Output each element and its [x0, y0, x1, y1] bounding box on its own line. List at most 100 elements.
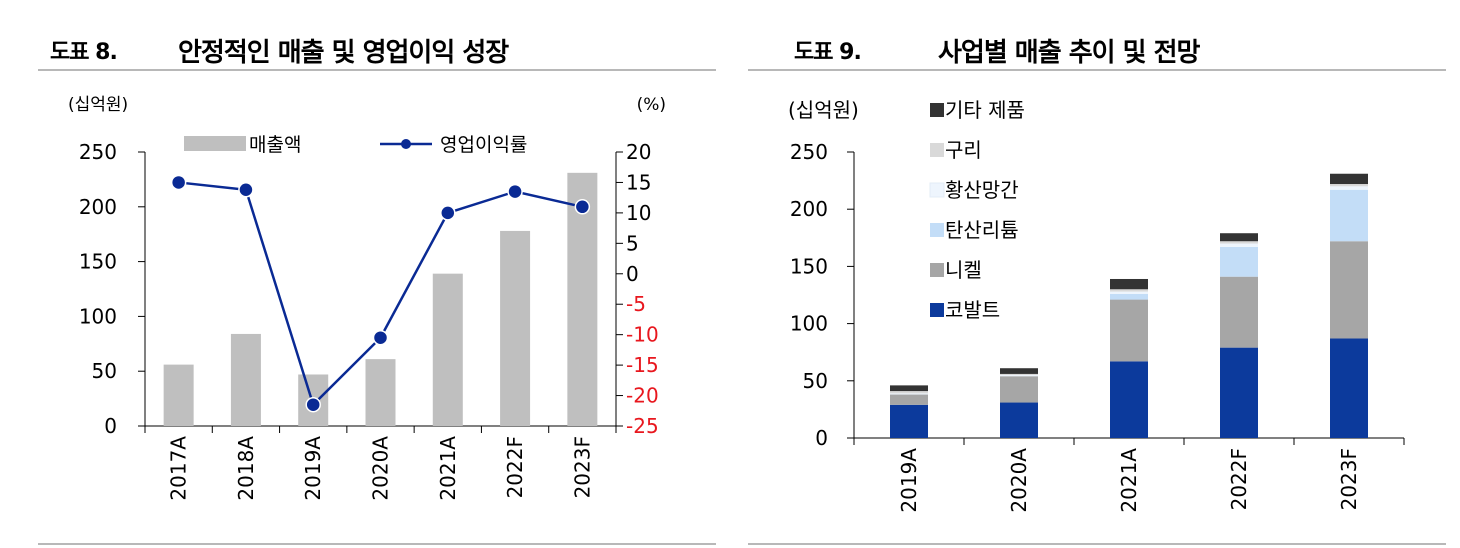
y-right-tick-label: 10 — [626, 201, 651, 225]
legend-swatch — [930, 303, 944, 317]
x-tick-label: 2019A — [301, 436, 325, 501]
segment-bar — [1220, 243, 1258, 247]
x-tick-label: 2021A — [436, 436, 460, 501]
y-left-unit: (십억원) — [68, 95, 128, 115]
margin-point — [170, 174, 187, 191]
revenue-bar — [163, 364, 194, 426]
segment-bar — [1000, 375, 1038, 377]
figure-9-bottom-rule — [748, 543, 1446, 545]
y-right-unit: (%) — [637, 95, 666, 115]
figure-8-label: 도표 8. — [50, 40, 118, 65]
x-tick-label: 2020A — [369, 436, 393, 501]
segment-bar — [1330, 338, 1368, 438]
legend-swatch — [930, 103, 944, 117]
legend-marker-margin — [401, 139, 411, 149]
margin-point — [305, 396, 321, 413]
legend-label: 니켈 — [945, 258, 982, 282]
y-left-tick-label: 50 — [92, 359, 117, 383]
y-right-tick-label: -10 — [626, 323, 659, 347]
revenue-bar — [230, 333, 261, 426]
y-right-tick-label: -25 — [626, 414, 659, 438]
segment-bar — [1000, 373, 1038, 376]
x-tick-label: 2019A — [897, 448, 921, 513]
legend-label: 기타 제품 — [945, 98, 1025, 122]
legend-label: 구리 — [945, 138, 982, 162]
y-right-tick-label: -5 — [626, 292, 646, 316]
x-tick-label: 2022F — [1227, 448, 1251, 510]
y-tick-label: 250 — [790, 140, 828, 164]
x-tick-label: 2017A — [167, 436, 191, 501]
segment-bar — [890, 404, 928, 438]
legend-label: 탄산리튬 — [945, 218, 1019, 242]
legend-label-margin: 영업이익률 — [440, 134, 527, 156]
revenue-bar — [500, 230, 531, 426]
y-tick-label: 200 — [790, 197, 828, 221]
figure-9-title: 사업별 매출 추이 및 전망 — [938, 38, 1200, 68]
figure-8-top-rule — [38, 69, 716, 71]
figure-9-top-rule — [748, 69, 1446, 71]
margin-point — [507, 183, 523, 200]
segment-bar — [890, 385, 928, 392]
legend-swatch — [930, 263, 944, 277]
y-right-tick-label: 0 — [626, 262, 639, 286]
y-tick-label: 100 — [790, 312, 828, 336]
x-tick-label: 2020A — [1007, 448, 1031, 513]
y-right-tick-label: 15 — [626, 170, 651, 194]
segment-bar — [1000, 368, 1038, 374]
y-right-tick-label: 5 — [626, 231, 639, 255]
figure-9-header: 도표 9. 사업별 매출 추이 및 전망 — [780, 30, 1450, 70]
y-tick-label: 150 — [790, 254, 828, 278]
x-tick-label: 2021A — [1117, 448, 1141, 513]
y-unit: (십억원) — [788, 98, 859, 122]
revenue-bar — [365, 359, 396, 426]
segment-bar — [1330, 241, 1368, 339]
segment-bar — [1220, 276, 1258, 348]
margin-point — [372, 329, 389, 346]
figure-8-title: 안정적인 매출 및 영업이익 성장 — [178, 38, 509, 68]
y-left-tick-label: 200 — [79, 195, 117, 219]
revenue-bar — [567, 172, 598, 426]
legend-swatch — [930, 143, 944, 157]
segment-bar — [1220, 233, 1258, 242]
legend-label: 황산망간 — [945, 178, 1019, 202]
y-right-tick-label: -15 — [626, 353, 659, 377]
segment-bar — [1330, 186, 1368, 190]
segment-bar — [890, 393, 928, 395]
y-left-tick-label: 100 — [79, 304, 117, 328]
figure-8-panel: 도표 8. 안정적인 매출 및 영업이익 성장 (십억원) (%) 매출액 영업이익률… — [38, 30, 720, 545]
segment-bar — [1220, 347, 1258, 438]
segment-bar — [1000, 376, 1038, 403]
legend-swatch — [929, 182, 945, 198]
y-tick-label: 50 — [803, 369, 828, 393]
y-left-tick-label: 250 — [79, 140, 117, 164]
segment-bar — [1110, 278, 1148, 290]
legend-swatch — [930, 223, 944, 237]
margin-point — [440, 205, 456, 221]
segment-bar — [1110, 293, 1148, 300]
segment-bar — [1220, 246, 1258, 277]
segment-bar — [1110, 289, 1148, 292]
segment-bar — [1110, 361, 1148, 438]
x-tick-label: 2018A — [234, 436, 258, 501]
segment-bar — [1220, 241, 1258, 244]
x-tick-label: 2022F — [503, 436, 527, 498]
margin-point — [574, 199, 591, 215]
segment-bar — [1000, 402, 1038, 438]
legend-label-revenue: 매출액 — [249, 134, 301, 156]
figure-8-bottom-rule — [38, 543, 716, 545]
y-right-tick-label: -20 — [626, 384, 659, 408]
revenue-margin-chart: (십억원) (%) 매출액 영업이익률 0 50 100 150 200 250 -25 -20 -15… — [68, 95, 666, 501]
revenue-bar — [432, 273, 463, 426]
segment-bar — [1330, 189, 1368, 242]
y-tick-label: 0 — [815, 426, 828, 450]
figure-9-label: 도표 9. — [794, 40, 862, 65]
legend-label: 코발트 — [945, 298, 1000, 322]
figure-8-header: 도표 8. 안정적인 매출 및 영업이익 성장 — [50, 30, 720, 70]
margin-point — [238, 182, 254, 198]
y-left-tick-label: 150 — [79, 250, 117, 274]
segment-bar — [1330, 184, 1368, 187]
segment-bar — [890, 391, 928, 394]
x-tick-label: 2023F — [570, 436, 594, 498]
